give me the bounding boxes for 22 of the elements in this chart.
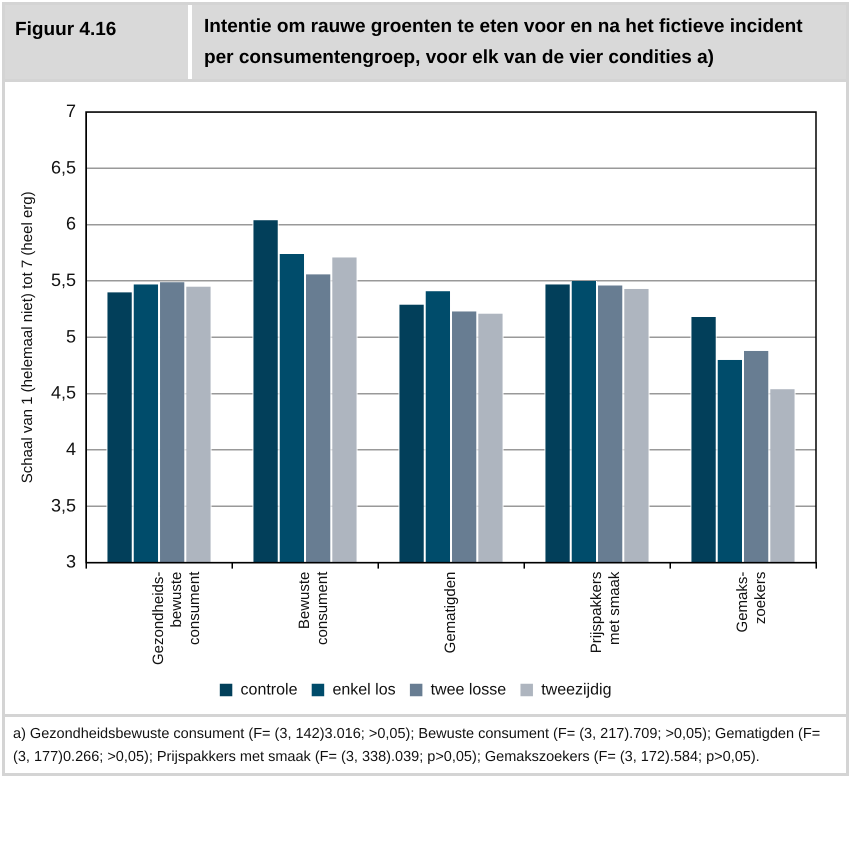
y-tick-label: 4 bbox=[66, 438, 76, 459]
y-tick-label: 3,5 bbox=[50, 495, 76, 516]
y-tick-label: 5,5 bbox=[50, 270, 76, 290]
y-axis-title: Schaal van 1 (helemaal niet) tot 7 (heel erg) bbox=[19, 191, 36, 484]
x-tick-label: Gematigden bbox=[442, 572, 460, 654]
y-tick-label: 7 bbox=[66, 100, 76, 121]
chart-subtitle: Intentie om rauwe groenten te eten voor en na het fictieve incident per consumentengroep, voor elk van de vier condities a) bbox=[192, 5, 846, 79]
y-tick-label: 6,5 bbox=[50, 157, 76, 178]
y-tick-label: 4,5 bbox=[50, 382, 76, 403]
legend-label: controle bbox=[240, 681, 298, 698]
legend-label: tweezijdig bbox=[541, 681, 612, 698]
legend-label: twee losse bbox=[430, 681, 506, 698]
x-tick-label: Gezondheids- bewuste consument bbox=[150, 570, 204, 666]
x-tick-label: Prijspakkers met smaak bbox=[588, 571, 624, 654]
x-tick-label: Gemaks- zoekers bbox=[734, 572, 770, 632]
y-tick-label: 6 bbox=[66, 214, 76, 234]
y-tick-label: 5 bbox=[66, 326, 76, 346]
text: a) Gezondheidsbewuste consument (F= (3, 142)3.016; >0,05); Bewuste consument (F= (3, 217).709; >0,05); Gematigden (F= (3, 177)0.266; >0,05); Prijspakkers met smaak (F= (3, 338).039; p>0,05); Gemakszoekers (F= (3, 172).584; p>0,05). bbox=[12, 725, 822, 767]
chart-title: Figuur 4.16 bbox=[5, 5, 188, 79]
y-tick-label: 3 bbox=[66, 552, 76, 572]
legend-label: enkel los bbox=[332, 681, 396, 698]
x-tick-label: Bewuste consument bbox=[296, 570, 332, 645]
